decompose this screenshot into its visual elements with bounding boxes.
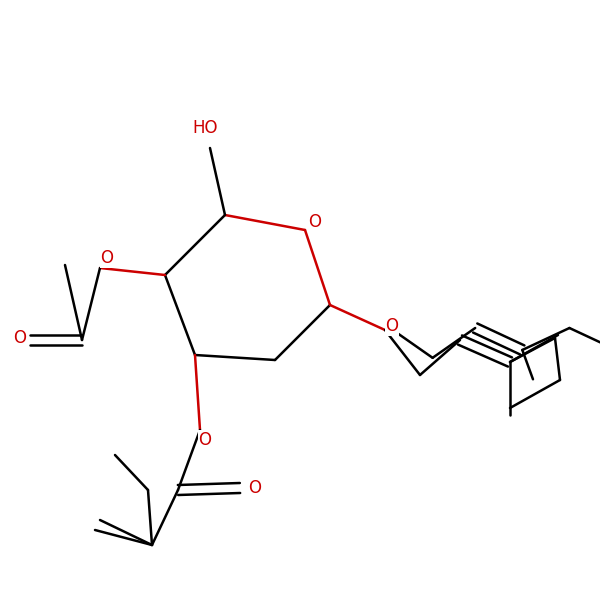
Text: O: O bbox=[248, 479, 262, 497]
Text: O: O bbox=[199, 431, 212, 449]
Text: HO: HO bbox=[192, 119, 218, 137]
Text: O: O bbox=[308, 213, 322, 231]
Text: O: O bbox=[386, 317, 398, 335]
Text: O: O bbox=[101, 249, 113, 267]
Text: O: O bbox=[14, 329, 26, 347]
